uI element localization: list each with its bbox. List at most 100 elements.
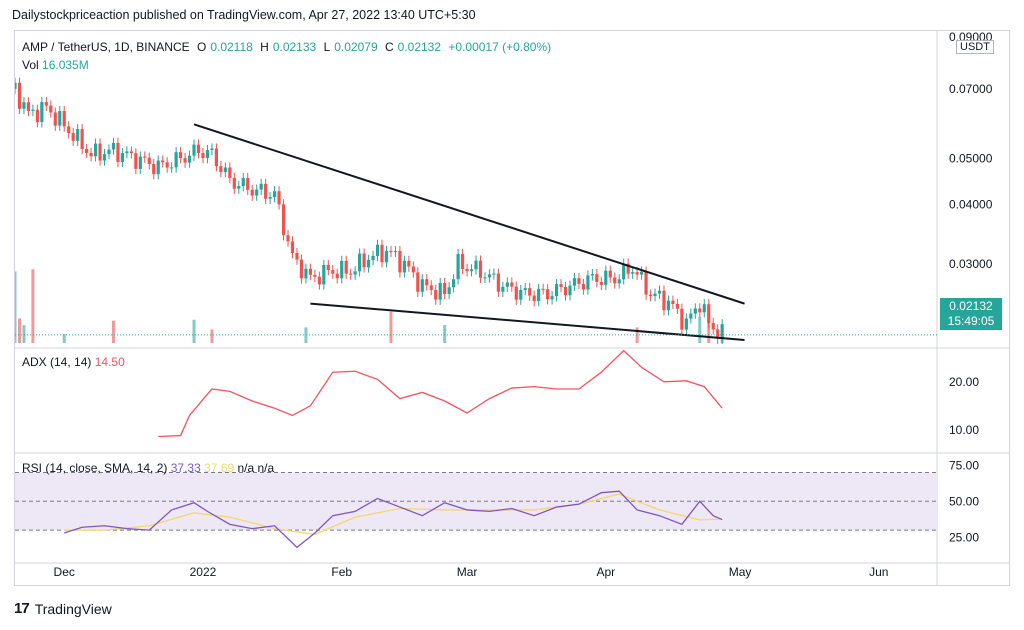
candle-body xyxy=(684,318,688,330)
adx-tick-label: 20.00 xyxy=(949,375,979,389)
candle-body xyxy=(49,105,53,113)
date-tick-label: Feb xyxy=(331,565,352,579)
date-tick-label: Apr xyxy=(596,565,615,579)
candle-body xyxy=(17,82,22,109)
candle-body xyxy=(689,313,693,319)
candle-body xyxy=(232,177,236,189)
candle-body xyxy=(537,288,541,302)
volume-bar xyxy=(62,334,66,343)
candle-body xyxy=(192,144,196,156)
candle-body xyxy=(80,129,84,150)
candle-body xyxy=(89,152,93,157)
symbol-legend: AMP / TetherUS, 1D, BINANCE O 0.02118 H 0.… xyxy=(22,40,555,54)
candle-body xyxy=(443,282,447,294)
close-value: 0.02132 xyxy=(397,40,442,54)
adx-label[interactable]: ADX (14, 14) xyxy=(22,355,92,369)
candle-body xyxy=(219,166,223,173)
candle-body xyxy=(716,329,720,339)
candle-body xyxy=(711,323,715,330)
rsi-label[interactable]: RSI (14, close, SMA, 14, 2) xyxy=(22,461,168,475)
candle-body xyxy=(313,274,317,277)
candle-body xyxy=(205,150,210,159)
candle-body xyxy=(640,271,644,275)
candle-body xyxy=(268,197,272,199)
candle-body xyxy=(183,158,187,163)
candle-body xyxy=(308,268,312,275)
candle-body xyxy=(138,156,142,169)
price-tick-label: 0.05000 xyxy=(949,152,993,166)
candle-body xyxy=(599,281,603,285)
candle-body xyxy=(120,153,125,162)
candle-body xyxy=(465,268,469,272)
tradingview-logo-icon: 17 xyxy=(14,600,30,617)
candle-body xyxy=(707,304,711,324)
open-label: O xyxy=(196,40,207,54)
candle-body xyxy=(210,148,214,151)
candle-body xyxy=(617,279,621,284)
candle-body xyxy=(622,263,626,280)
candle-body xyxy=(577,278,581,284)
candle-body xyxy=(492,273,496,275)
currency-badge[interactable]: USDT xyxy=(956,40,994,54)
tradingview-logo[interactable]: 17 TradingView xyxy=(14,600,112,617)
candle-body xyxy=(478,260,483,278)
candle-body xyxy=(644,271,648,295)
candle-body xyxy=(402,260,406,273)
candle-body xyxy=(657,290,662,294)
chart-canvas[interactable]: 0.090000.070000.050000.040000.030000.024… xyxy=(15,31,1009,585)
rsi-line xyxy=(64,490,723,549)
candle-body xyxy=(380,244,384,263)
change-value: +0.00017 (+0.80%) xyxy=(448,40,552,54)
volume-bar xyxy=(210,329,214,343)
candle-body xyxy=(111,142,116,150)
candle-body xyxy=(631,272,635,274)
candle-body xyxy=(22,102,26,109)
last-price-value: 0.02132 xyxy=(949,299,993,313)
rsi-tick-label: 50.00 xyxy=(949,494,979,508)
candle-body xyxy=(44,102,48,106)
candle-body xyxy=(411,266,415,273)
candle-body xyxy=(277,191,281,205)
volume-bar xyxy=(17,318,21,343)
symbol-name[interactable]: AMP / TetherUS, 1D, BINANCE xyxy=(22,40,190,54)
candle-body xyxy=(608,270,612,278)
candle-body xyxy=(286,235,290,242)
rsi-value: 37.33 xyxy=(170,461,201,475)
candle-body xyxy=(425,279,429,286)
low-value: 0.02079 xyxy=(334,40,378,54)
candle-body xyxy=(366,259,371,268)
candle-body xyxy=(76,129,80,141)
candle-body xyxy=(434,289,438,300)
candle-body xyxy=(335,273,339,279)
candle-body xyxy=(237,186,241,189)
candle-body xyxy=(85,149,89,153)
candle-body xyxy=(349,273,353,275)
volume-bar xyxy=(304,327,308,343)
candle-body xyxy=(161,160,165,163)
high-value: 0.02133 xyxy=(272,40,317,54)
candle-body xyxy=(501,286,505,292)
candle-body xyxy=(281,204,286,236)
candle-body xyxy=(635,272,639,275)
candle-body xyxy=(393,251,398,253)
high-label: H xyxy=(260,40,269,54)
candle-body xyxy=(179,152,183,159)
volume-bar xyxy=(22,325,26,343)
candle-body xyxy=(452,279,456,288)
candle-body xyxy=(174,152,178,168)
candle-body xyxy=(420,279,424,292)
rsi-na-values: n/a n/a xyxy=(237,461,275,475)
candle-body xyxy=(613,277,617,284)
candle-body xyxy=(384,250,389,263)
candle-body xyxy=(326,264,330,271)
candle-body xyxy=(483,277,487,279)
candle-body xyxy=(469,269,474,272)
candle-body xyxy=(375,244,380,256)
price-tick-label: 0.04000 xyxy=(949,198,993,212)
candle-body xyxy=(129,151,133,154)
adx-legend: ADX (14, 14) 14.50 xyxy=(22,355,125,369)
candle-body xyxy=(125,151,129,154)
date-tick-label: May xyxy=(729,565,752,579)
candle-body xyxy=(107,149,111,155)
low-label: L xyxy=(323,40,331,54)
